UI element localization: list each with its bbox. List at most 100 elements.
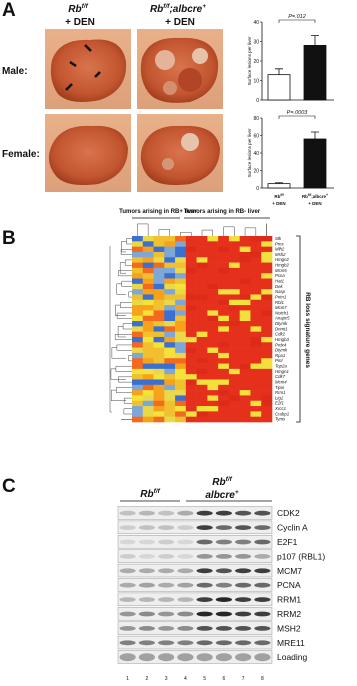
y-axis-label: Surface lesions per liver: [247, 128, 252, 177]
heatmap-cell: [196, 299, 208, 306]
heatmap-cell: [261, 358, 273, 364]
label-part: f/f: [280, 193, 284, 197]
heatmap-cell: [164, 416, 176, 423]
heatmap-cell: [261, 411, 273, 417]
blot-band: [235, 653, 252, 662]
heatmap-cell: [239, 347, 251, 354]
blot-band: [235, 640, 252, 646]
heatmap-cell: [132, 294, 144, 301]
blot-band: [215, 653, 232, 662]
blot-strip: [117, 635, 273, 650]
band-label: MSH2: [277, 623, 301, 633]
heatmap-cell: [228, 395, 240, 402]
heatmap-cell: [261, 289, 273, 295]
heatmap-cell: [228, 299, 240, 306]
heatmap-cell: [250, 390, 262, 396]
heatmap-cell: [153, 379, 165, 386]
heatmap-cell: [142, 236, 154, 242]
blot-band: [254, 640, 271, 646]
heatmap-cell: [207, 395, 219, 402]
heatmap-cell: [239, 358, 251, 364]
heatmap-cell: [196, 406, 208, 412]
heatmap-cell: [239, 390, 251, 396]
heatmap-cell: [175, 278, 187, 285]
heatmap-cell: [239, 379, 251, 386]
error-bar: [311, 35, 319, 46]
band-label: p107 (RBL1): [277, 551, 325, 561]
heatmap-cell: [142, 310, 154, 317]
heatmap-cell: [261, 267, 273, 274]
heatmap-cell: [250, 416, 262, 423]
heatmap-cell: [164, 299, 176, 306]
heatmap-cell: [239, 331, 251, 338]
heatmap-cell: [207, 310, 219, 317]
blot-strip: [117, 520, 273, 535]
heatmap-cell: [261, 400, 273, 407]
heatmap-cell: [239, 262, 251, 269]
heatmap-cell: [250, 406, 262, 412]
y-axis-label: Surface lesions per liver: [247, 36, 252, 85]
row-label: Male:: [2, 66, 28, 77]
heatmap-cell: [261, 352, 273, 359]
heatmap-cell: [207, 289, 219, 295]
heatmap-cell: [196, 368, 208, 375]
blot-band: [215, 597, 232, 602]
heatmap-cell: [196, 342, 208, 348]
heatmap-cell: [239, 241, 251, 247]
x-tick-label: Rbf/f: [274, 193, 284, 199]
heatmap-cell: [261, 406, 273, 412]
heatmap-cell: [196, 358, 208, 364]
heatmap-cell: [132, 390, 144, 396]
heatmap-cell: [175, 336, 187, 343]
gene-label: Tyms: [275, 417, 286, 422]
heatmap-cell: [175, 310, 187, 317]
label-part: Rb: [274, 194, 280, 199]
heatmap-cell: [153, 299, 165, 306]
blot-band: [158, 510, 175, 516]
heatmap-cell: [261, 262, 273, 269]
gene-label: Hat1: [275, 279, 285, 284]
heatmap-cell: [239, 283, 251, 290]
gene-label: Dtymk: [275, 321, 288, 326]
heatmap-cell: [239, 395, 251, 402]
heatmap-cell: [196, 374, 208, 380]
blot-band: [215, 568, 232, 574]
blot-band: [138, 640, 155, 646]
heatmap-cell: [142, 368, 154, 375]
heatmap-cell: [153, 363, 165, 370]
band-label: RRM2: [277, 609, 301, 619]
band-label: MRE11: [277, 638, 305, 648]
heatmap-cell: [175, 305, 187, 311]
bar: [303, 45, 327, 101]
heatmap-cell: [142, 321, 154, 327]
heatmap-cell: [228, 310, 240, 317]
heatmap-cell: [218, 395, 230, 402]
blot-strip: [117, 563, 273, 578]
heatmap-cell: [175, 384, 187, 391]
blot-band: [119, 525, 136, 530]
heatmap-cell: [207, 262, 219, 269]
heatmap-cell: [175, 347, 187, 354]
heatmap-cell: [164, 411, 176, 417]
heatmap-cell: [142, 273, 154, 279]
y-tick-label: 10: [253, 78, 259, 84]
heatmap-cell: [164, 262, 176, 269]
blot-strip: [117, 621, 273, 635]
header-part: Rb: [150, 4, 163, 15]
heatmap-cell: [185, 246, 197, 253]
blot-band: [177, 568, 194, 574]
blot-band: [215, 525, 232, 530]
heatmap-cell: [261, 278, 273, 285]
heatmap-cell: [228, 251, 240, 258]
blot-band: [254, 539, 271, 545]
heatmap-cell: [239, 236, 251, 242]
heatmap-cell: [218, 326, 230, 332]
blot-band: [235, 597, 252, 602]
heatmap-cell: [218, 236, 230, 242]
heatmap-cell: [261, 395, 273, 402]
heatmap-cell: [196, 326, 208, 332]
heatmap-cell: [175, 299, 187, 306]
heatmap-cell: [196, 400, 208, 407]
blot-band: [158, 640, 175, 646]
heatmap-cell: [164, 257, 176, 263]
